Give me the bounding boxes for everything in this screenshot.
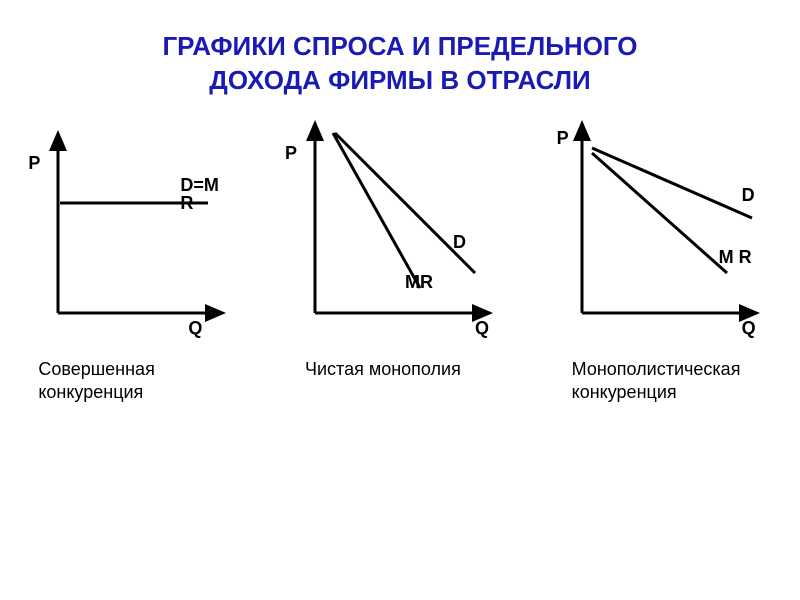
panel-pure-monopoly: D MR P Q Чистая монополия [285, 118, 515, 405]
x-axis-label: Q [742, 318, 756, 339]
axes-svg-1 [33, 118, 233, 338]
y-axis-label: P [28, 153, 40, 174]
title-line2: ДОХОДА ФИРМЫ В ОТРАСЛИ [209, 65, 590, 95]
curve-label: M R [719, 248, 752, 267]
chart-pure-monopoly: DMRPQ [300, 118, 500, 338]
x-axis-label: Q [475, 318, 489, 339]
x-axis-label: Q [188, 318, 202, 339]
curve-label: MR [405, 273, 433, 292]
panels-row: D=M RPQ Совершенная конкуренция DMRPQ Чи… [0, 118, 800, 405]
title-line1: ГРАФИКИ СПРОСА И ПРЕДЕЛЬНОГО [162, 31, 637, 61]
y-axis-label: P [285, 143, 297, 164]
curve-label: D [453, 233, 466, 252]
diagram-title: ГРАФИКИ СПРОСА И ПРЕДЕЛЬНОГО ДОХОДА ФИРМ… [0, 0, 800, 98]
chart-monopolistic-competition: DM RPQ [567, 118, 767, 338]
axes-svg-2 [300, 118, 500, 338]
caption-1: Совершенная конкуренция [18, 358, 248, 405]
panel-monopolistic-competition: D M R P Q Монополистическая конкуренция [552, 118, 782, 405]
panel-perfect-competition: D=M RPQ Совершенная конкуренция [18, 118, 248, 405]
caption-3: Монополистическая конкуренция [552, 358, 782, 405]
axes-svg-3 [567, 118, 767, 338]
chart-perfect-competition: D=M RPQ [33, 118, 233, 338]
curve-label: D=M R [180, 176, 230, 214]
caption-2: Чистая монополия [285, 358, 515, 381]
curve-label: D [742, 186, 755, 205]
y-axis-label: P [557, 128, 569, 149]
